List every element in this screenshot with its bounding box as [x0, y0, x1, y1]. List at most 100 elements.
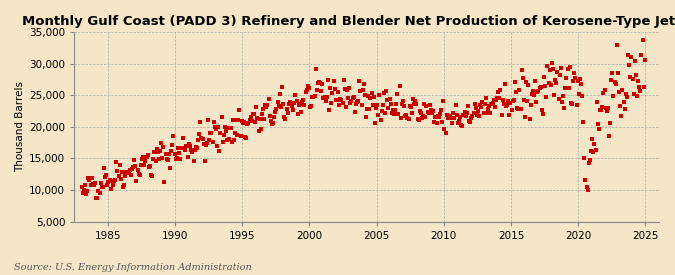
Point — [525, 102, 536, 107]
Point — [268, 121, 279, 126]
Point — [317, 82, 328, 86]
Point — [304, 86, 315, 90]
Point — [616, 114, 626, 118]
Point — [639, 85, 649, 89]
Point — [306, 104, 317, 108]
Point — [219, 125, 230, 129]
Point — [80, 183, 90, 187]
Point — [386, 111, 397, 115]
Point — [416, 116, 427, 120]
Point — [391, 101, 402, 106]
Point — [124, 167, 135, 172]
Point — [381, 89, 392, 93]
Point — [468, 111, 479, 116]
Point — [433, 115, 444, 120]
Point — [449, 116, 460, 120]
Point — [171, 156, 182, 160]
Point — [250, 120, 261, 124]
Point — [534, 86, 545, 90]
Point — [325, 86, 335, 90]
Point — [508, 98, 519, 102]
Point — [579, 156, 590, 160]
Point — [81, 192, 92, 196]
Point — [282, 110, 293, 115]
Point — [167, 143, 178, 147]
Point — [146, 174, 157, 178]
Point — [90, 196, 101, 200]
Point — [119, 183, 130, 187]
Point — [585, 158, 595, 162]
Point — [205, 131, 216, 135]
Point — [159, 180, 170, 184]
Point — [84, 178, 95, 182]
Point — [275, 104, 286, 109]
Text: Source: U.S. Energy Information Administration: Source: U.S. Energy Information Administ… — [14, 263, 251, 272]
Point — [603, 134, 614, 138]
Point — [346, 99, 357, 103]
Point — [541, 95, 551, 99]
Point — [336, 98, 347, 102]
Point — [402, 116, 413, 120]
Point — [196, 135, 207, 140]
Point — [421, 104, 432, 108]
Point — [340, 87, 350, 91]
Point — [333, 90, 344, 95]
Point — [202, 141, 213, 145]
Point — [248, 112, 259, 116]
Point — [129, 158, 140, 162]
Point — [568, 79, 578, 83]
Point — [416, 111, 427, 116]
Point — [598, 91, 609, 95]
Point — [543, 81, 554, 85]
Point — [502, 102, 512, 107]
Point — [234, 107, 245, 112]
Point — [526, 92, 537, 97]
Point — [142, 152, 153, 157]
Point — [384, 97, 395, 101]
Point — [253, 129, 264, 133]
Point — [552, 70, 563, 74]
Point — [389, 112, 400, 116]
Point — [505, 101, 516, 105]
Point — [318, 96, 329, 100]
Point — [163, 158, 173, 162]
Point — [187, 150, 198, 154]
Point — [409, 101, 420, 106]
Point — [227, 118, 238, 123]
Point — [448, 111, 459, 115]
Point — [408, 97, 418, 101]
Point — [428, 109, 439, 113]
Point — [85, 182, 96, 187]
Point — [442, 116, 453, 120]
Point — [309, 94, 320, 98]
Point — [241, 135, 252, 140]
Point — [556, 66, 566, 70]
Point — [396, 102, 407, 106]
Point — [200, 143, 211, 147]
Point — [558, 94, 568, 98]
Point — [235, 133, 246, 138]
Point — [197, 137, 208, 141]
Point — [472, 108, 483, 113]
Point — [128, 165, 138, 170]
Point — [243, 121, 254, 125]
Point — [601, 109, 612, 113]
Point — [608, 94, 619, 98]
Point — [587, 137, 597, 142]
Point — [406, 111, 417, 116]
Point — [88, 183, 99, 187]
Point — [344, 86, 354, 90]
Point — [182, 155, 193, 159]
Point — [531, 100, 541, 104]
Point — [104, 178, 115, 183]
Point — [170, 156, 181, 161]
Point — [362, 107, 373, 112]
Point — [471, 112, 482, 117]
Point — [95, 181, 106, 185]
Point — [294, 103, 304, 107]
Point — [524, 117, 535, 121]
Point — [518, 98, 529, 102]
Point — [354, 79, 364, 84]
Point — [632, 79, 643, 83]
Point — [169, 152, 180, 156]
